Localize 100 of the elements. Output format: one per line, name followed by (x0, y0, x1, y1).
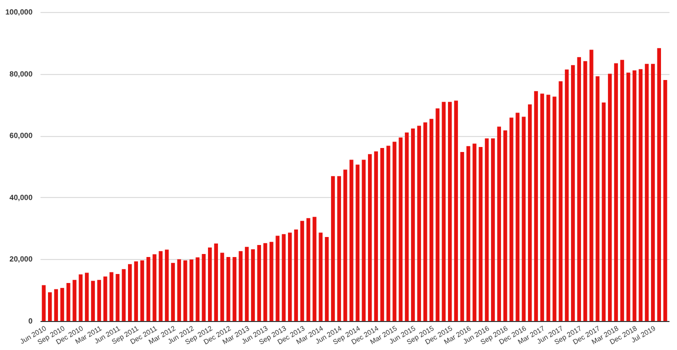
bar (491, 138, 495, 321)
bar (522, 116, 526, 321)
bar (484, 138, 489, 321)
bar (478, 147, 483, 321)
bar (251, 249, 255, 321)
bar (571, 65, 575, 321)
bar (276, 236, 280, 321)
bar (152, 254, 156, 321)
bar (318, 232, 323, 321)
bar (436, 108, 440, 321)
bar (602, 102, 606, 321)
bar (288, 232, 292, 321)
bar (232, 257, 236, 321)
bar (590, 50, 594, 321)
bar (122, 269, 126, 321)
bar (564, 69, 569, 321)
bar (183, 260, 188, 321)
bar (528, 104, 532, 321)
bar (577, 57, 582, 321)
bar (392, 142, 396, 321)
bar (350, 160, 354, 321)
bar (270, 242, 274, 321)
bar (614, 63, 618, 321)
bar (244, 246, 249, 321)
bar (103, 276, 108, 321)
bar (60, 288, 64, 321)
bar (282, 234, 286, 321)
bar (140, 260, 144, 321)
bar (430, 118, 434, 321)
bar (644, 64, 649, 321)
bar (423, 122, 428, 321)
bar (626, 72, 630, 321)
bar (208, 247, 212, 321)
bar (540, 94, 544, 321)
bar (460, 152, 464, 321)
bar (196, 257, 200, 321)
bar (42, 285, 46, 321)
bar (158, 251, 163, 321)
bar (404, 132, 409, 321)
bar (263, 243, 268, 321)
bar (294, 230, 298, 321)
bar (171, 262, 175, 321)
bar (257, 244, 262, 321)
bar (510, 118, 514, 321)
bar (583, 61, 588, 321)
bar (620, 60, 624, 321)
bar (190, 260, 194, 321)
bar (128, 264, 132, 321)
bar (466, 146, 470, 321)
bar (134, 261, 138, 321)
bar (214, 243, 218, 321)
bar (454, 100, 458, 321)
bar (362, 160, 366, 321)
bar (78, 274, 83, 321)
bar (398, 137, 403, 321)
bar (657, 48, 661, 321)
bar (368, 154, 372, 321)
bar (72, 280, 76, 321)
bar (343, 170, 348, 321)
bar (324, 236, 329, 321)
bar (448, 102, 452, 321)
bar (110, 272, 114, 321)
bar (300, 220, 304, 321)
bar (220, 252, 224, 321)
bar (516, 112, 520, 321)
bar (356, 164, 360, 321)
bar (116, 274, 120, 321)
bar (596, 76, 600, 321)
bar (238, 251, 243, 321)
bar (91, 280, 95, 321)
bar (608, 74, 612, 321)
bar (386, 146, 390, 321)
bar (411, 128, 415, 321)
bar (472, 144, 476, 321)
bar (503, 130, 508, 321)
bar (146, 257, 150, 321)
bar (202, 254, 206, 321)
bar (97, 280, 102, 321)
bar (552, 96, 556, 321)
bar (84, 272, 89, 321)
bar (534, 91, 538, 321)
bar (632, 70, 636, 321)
bar (638, 69, 643, 321)
bar (546, 94, 550, 321)
bar (177, 259, 182, 321)
bar (54, 289, 58, 321)
bar (48, 292, 52, 321)
bar (226, 257, 230, 321)
bar (651, 64, 655, 321)
bar (497, 126, 502, 321)
bar (374, 151, 378, 321)
bar (663, 80, 668, 321)
bar (164, 250, 169, 321)
bar (331, 176, 335, 321)
bar (66, 282, 70, 321)
bar (337, 176, 342, 321)
bar (306, 218, 310, 321)
bar (417, 126, 422, 321)
bar (558, 81, 563, 321)
bar (312, 216, 316, 321)
